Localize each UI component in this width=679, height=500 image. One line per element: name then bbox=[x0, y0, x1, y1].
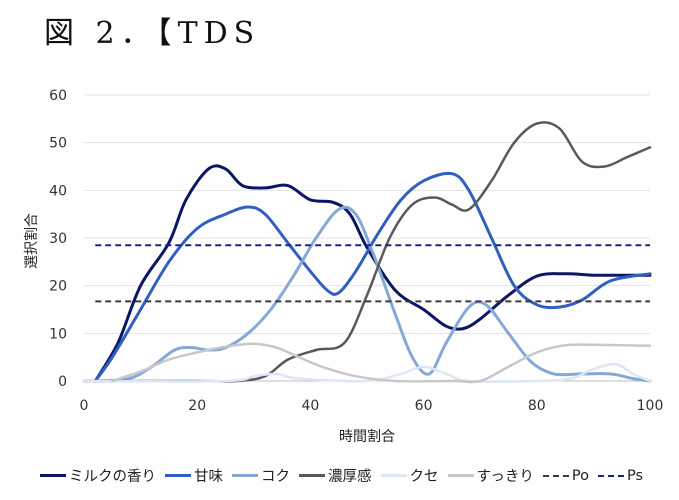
legend-label: Po bbox=[571, 467, 590, 484]
y-tick-label: 60 bbox=[49, 88, 67, 104]
y-tick-label: 20 bbox=[49, 279, 67, 295]
series-line-6 bbox=[111, 342, 652, 384]
y-axis-label: 選択割合 bbox=[23, 213, 40, 269]
legend-label: Ps bbox=[627, 467, 644, 484]
line-chart: 0 10 20 30 40 50 60 0 20 40 60 80 100 時間割合 選択割合 bbox=[23, 88, 663, 445]
series-lines bbox=[82, 121, 652, 384]
legend-item-7: Po bbox=[542, 467, 590, 484]
x-tick-label: 0 bbox=[80, 398, 89, 414]
legend-swatch bbox=[299, 474, 325, 477]
legend-item-2: 甘味 bbox=[165, 465, 223, 486]
series-line-5 bbox=[82, 362, 652, 383]
x-tick-label: 40 bbox=[301, 398, 319, 414]
x-tick-label: 20 bbox=[188, 398, 206, 414]
y-tick-label: 40 bbox=[49, 183, 67, 199]
legend-swatch bbox=[542, 474, 569, 477]
legend-item-1: ミルクの香り bbox=[40, 465, 156, 486]
tick-labels: 0 10 20 30 40 50 60 0 20 40 60 80 100 bbox=[49, 88, 663, 414]
legend-item-4: 濃厚感 bbox=[299, 465, 372, 486]
x-tick-label: 80 bbox=[528, 398, 546, 414]
legend-item-8: Ps bbox=[598, 468, 643, 484]
legend-item-5: クセ bbox=[380, 465, 439, 486]
chart-legend: ミルクの香り 甘味 コク 濃厚感 クセ すっきり Po Ps bbox=[40, 465, 652, 486]
series-line-1 bbox=[93, 164, 652, 383]
legend-label: すっきり bbox=[476, 469, 534, 485]
y-tick-label: 30 bbox=[49, 231, 67, 247]
x-tick-label: 60 bbox=[415, 398, 433, 414]
legend-swatch bbox=[40, 474, 66, 477]
legend-label: ミルクの香り bbox=[69, 469, 156, 485]
x-tick-label: 100 bbox=[637, 398, 664, 414]
legend-swatch bbox=[232, 474, 258, 477]
y-tick-label: 10 bbox=[49, 326, 67, 342]
y-tick-label: 0 bbox=[58, 374, 67, 390]
legend-swatch bbox=[165, 474, 191, 477]
legend-item-6: すっきり bbox=[447, 465, 534, 486]
y-tick-label: 50 bbox=[49, 136, 67, 152]
legend-label: 濃厚感 bbox=[328, 469, 372, 485]
legend-label: 甘味 bbox=[194, 469, 223, 485]
legend-swatch bbox=[380, 474, 407, 477]
series-line-2 bbox=[93, 171, 652, 383]
legend-swatch bbox=[598, 474, 625, 477]
legend-label: コク bbox=[261, 469, 290, 485]
legend-label: クセ bbox=[409, 469, 439, 485]
x-axis-label: 時間割合 bbox=[339, 428, 395, 445]
legend-item-3: コク bbox=[232, 465, 290, 486]
figure-title: 図 2．【TDS bbox=[44, 16, 261, 51]
series-line-4 bbox=[82, 121, 652, 383]
legend-swatch bbox=[447, 474, 474, 477]
series-line-3 bbox=[99, 205, 652, 383]
